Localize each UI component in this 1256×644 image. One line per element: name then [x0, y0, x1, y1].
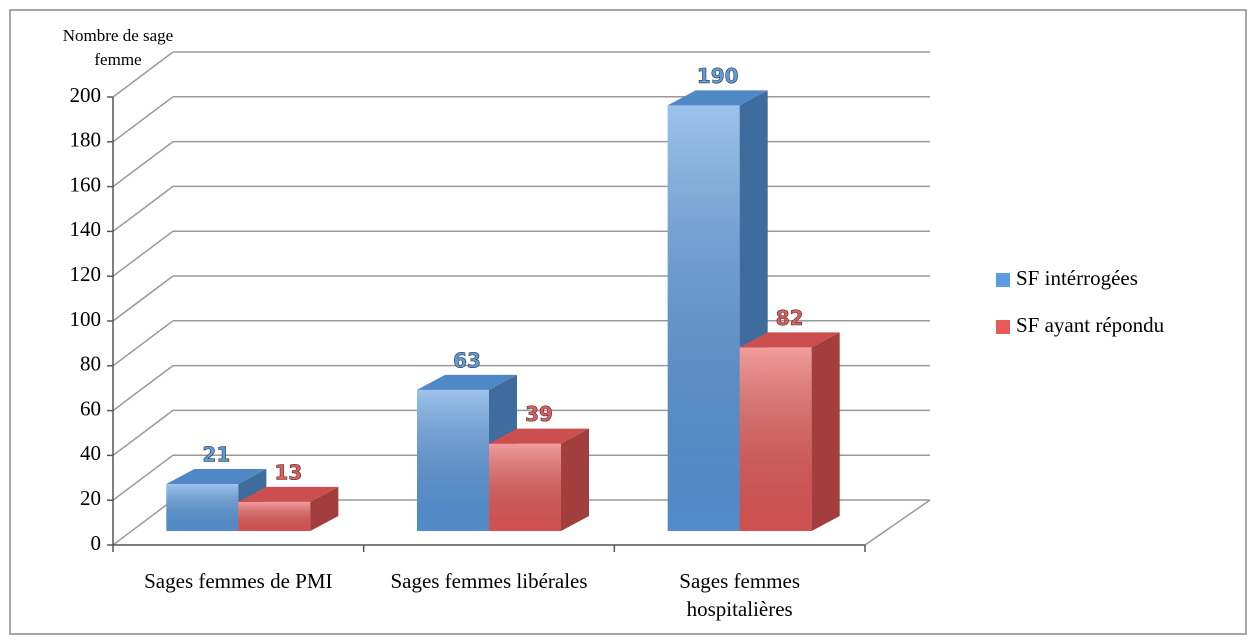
- y-tick-label: 120: [70, 262, 102, 286]
- y-tick-label: 100: [70, 307, 102, 331]
- bar: [489, 428, 589, 531]
- bar-side: [561, 428, 589, 531]
- bar-side-shade: [310, 486, 339, 531]
- grid-line: [112, 409, 174, 456]
- legend-label: SF intérrogées: [1016, 266, 1138, 290]
- x-tick-label: Sages femmes hospitalières: [679, 569, 801, 621]
- x-tick-label: Sages femmes libérales: [390, 569, 588, 593]
- grid-line: [112, 185, 174, 232]
- bar-top-shade: [238, 486, 339, 502]
- grid-line: [112, 320, 174, 367]
- grid-line: [112, 141, 174, 188]
- bar-side: [811, 332, 840, 531]
- bar-shade: [667, 105, 740, 532]
- y-tick-label: 0: [91, 531, 102, 555]
- value-label: 63: [453, 348, 481, 372]
- bar-shade: [489, 443, 561, 531]
- y-tick-label: 80: [80, 352, 101, 376]
- value-label: 190: [697, 64, 739, 88]
- bar-top: [489, 428, 589, 444]
- value-label: 21: [202, 442, 230, 466]
- y-axis-label: Nombre de sage femme: [62, 26, 174, 69]
- grid-line: [112, 365, 174, 412]
- grid-line: [112, 51, 174, 98]
- bar-shade: [166, 483, 239, 531]
- bar-top-shade: [739, 332, 840, 348]
- bar-side-shade: [811, 332, 840, 531]
- bar-shade: [417, 389, 489, 531]
- bar-top: [667, 90, 768, 106]
- grid-line: [112, 275, 174, 322]
- value-label: 39: [525, 402, 553, 426]
- y-tick-label: 200: [70, 83, 102, 107]
- bar-side-shade: [561, 428, 589, 531]
- bar-side: [310, 486, 339, 531]
- bar-top: [166, 468, 267, 484]
- grid-line: [112, 454, 174, 501]
- legend-label: SF ayant répondu: [1016, 313, 1165, 337]
- bar-top-shade: [667, 90, 768, 106]
- value-label: 82: [776, 306, 804, 330]
- legend-swatch: [996, 273, 1010, 287]
- bar-shade: [739, 347, 812, 531]
- bar: [238, 486, 339, 531]
- y-tick-label: 40: [80, 441, 101, 465]
- bar-top-shade: [166, 468, 267, 484]
- value-label: 13: [274, 460, 302, 484]
- y-tick-label: 140: [70, 217, 102, 241]
- bar-top: [739, 332, 840, 348]
- x-tick-label: Sages femmes de PMI: [144, 569, 333, 593]
- bar-top: [238, 486, 339, 502]
- bar-top-shade: [417, 374, 517, 390]
- grid-line: [112, 96, 174, 143]
- bar-shade: [238, 501, 311, 531]
- floor-right: [864, 499, 931, 546]
- grid-line: [112, 499, 174, 546]
- y-tick-label: 180: [70, 128, 102, 152]
- y-tick-label: 60: [80, 396, 101, 420]
- bar-top: [417, 374, 517, 390]
- bar-top-shade: [489, 428, 589, 444]
- bar: [739, 332, 840, 531]
- y-tick-label: 160: [70, 172, 102, 196]
- grid-line: [112, 230, 174, 277]
- y-tick-label: 20: [80, 486, 101, 510]
- legend-swatch: [996, 320, 1010, 334]
